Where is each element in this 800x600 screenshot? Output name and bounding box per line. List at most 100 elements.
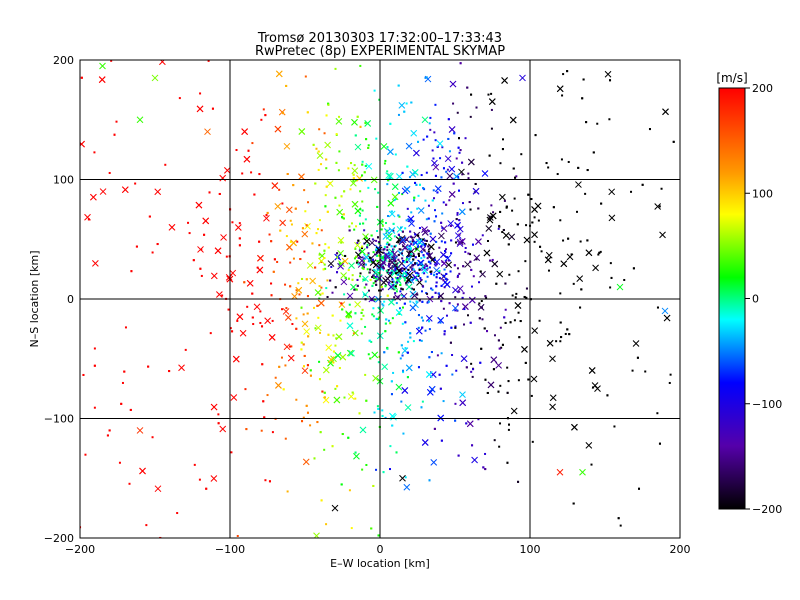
data-point-dot — [516, 223, 519, 226]
data-point-dot — [441, 226, 444, 229]
data-point-dot — [364, 218, 367, 221]
data-point-dot — [370, 527, 373, 530]
data-point-cross — [301, 367, 309, 375]
data-point-cross — [246, 279, 254, 287]
data-point-dot — [497, 227, 500, 230]
data-point-dot — [250, 171, 253, 174]
data-point-dot — [378, 98, 381, 101]
data-point-dot — [472, 275, 475, 278]
data-point-dot — [412, 277, 415, 280]
data-point-dot — [458, 290, 461, 293]
data-point-dot — [480, 300, 483, 303]
data-point-dot — [323, 263, 326, 266]
data-point-dot — [360, 332, 363, 335]
data-point-cross — [445, 261, 453, 269]
data-point-dot — [477, 207, 480, 210]
data-point-dot — [592, 386, 595, 389]
data-point-dot — [372, 307, 375, 310]
data-point-dot — [609, 286, 612, 289]
data-point-dot — [559, 321, 562, 324]
data-point-dot — [401, 171, 404, 174]
data-point-dot — [392, 229, 395, 232]
data-point-cross — [473, 254, 481, 262]
data-point-dot — [377, 534, 380, 537]
data-point-dot — [320, 229, 323, 232]
data-point-dot — [365, 236, 368, 239]
chart-title: Tromsø 20130303 17:32:00–17:33:43 — [257, 31, 503, 46]
data-point-cross — [339, 353, 347, 361]
data-point-cross — [530, 375, 538, 383]
data-point-cross — [264, 317, 272, 325]
colorbar-tick-label: 100 — [752, 187, 773, 200]
data-point-dot — [156, 243, 159, 246]
data-point-cross — [395, 383, 403, 391]
data-point-dot — [462, 265, 465, 268]
data-point-dot — [598, 251, 601, 254]
data-point-cross — [363, 253, 370, 261]
data-point-dot — [438, 270, 441, 273]
scatter-points — [80, 60, 675, 538]
data-point-dot — [361, 308, 364, 311]
data-point-dot — [363, 171, 366, 174]
data-point-dot — [425, 218, 428, 221]
data-point-dot — [115, 120, 118, 123]
data-point-cross — [467, 158, 475, 166]
data-point-dot — [311, 242, 314, 245]
data-point-dot — [506, 391, 509, 394]
x-tick-label: −100 — [215, 543, 245, 556]
data-point-dot — [503, 316, 506, 319]
data-point-dot — [432, 258, 435, 261]
data-point-dot — [457, 454, 460, 457]
data-point-dot — [469, 253, 472, 256]
data-point-dot — [352, 179, 355, 182]
data-point-dot — [411, 267, 414, 270]
data-point-dot — [458, 137, 461, 140]
data-point-dot — [592, 151, 595, 154]
data-point-dot — [357, 256, 360, 259]
data-point-dot — [444, 241, 447, 244]
data-point-cross — [436, 140, 444, 148]
data-point-dot — [463, 323, 466, 326]
data-point-dot — [446, 168, 449, 171]
data-point-dot — [306, 295, 309, 298]
data-point-dot — [263, 416, 266, 419]
data-point-cross — [592, 264, 599, 272]
data-point-dot — [499, 422, 502, 425]
data-point-dot — [205, 487, 208, 490]
data-point-dot — [513, 197, 516, 200]
data-point-dot — [431, 199, 434, 202]
data-point-dot — [518, 336, 521, 339]
data-point-cross — [456, 238, 464, 246]
data-point-dot — [365, 263, 368, 266]
data-point-dot — [356, 278, 359, 281]
data-point-dot — [452, 182, 455, 185]
data-point-dot — [151, 251, 154, 254]
data-point-dot — [340, 483, 343, 486]
data-point-dot — [393, 235, 396, 238]
data-point-cross — [449, 80, 457, 88]
data-point-dot — [384, 257, 387, 260]
data-point-dot — [129, 408, 132, 411]
data-point-dot — [286, 490, 289, 493]
data-point-dot — [440, 240, 443, 243]
data-point-dot — [397, 253, 400, 256]
data-point-cross — [398, 272, 405, 279]
data-point-cross — [386, 252, 393, 260]
data-point-dot — [428, 356, 431, 359]
data-point-dot — [300, 348, 303, 351]
data-point-dot — [480, 347, 483, 350]
data-point-dot — [282, 388, 285, 391]
data-point-dot — [318, 360, 321, 363]
data-point-cross — [358, 248, 366, 255]
data-point-cross — [303, 328, 311, 335]
data-point-dot — [525, 287, 528, 290]
data-point-cross — [298, 173, 305, 181]
data-point-dot — [503, 199, 506, 202]
data-point-dot — [323, 396, 326, 399]
data-point-cross — [434, 185, 442, 193]
data-point-dot — [244, 388, 247, 391]
data-point-cross — [514, 302, 522, 309]
data-point-cross — [290, 239, 297, 247]
data-point-dot — [359, 125, 362, 128]
